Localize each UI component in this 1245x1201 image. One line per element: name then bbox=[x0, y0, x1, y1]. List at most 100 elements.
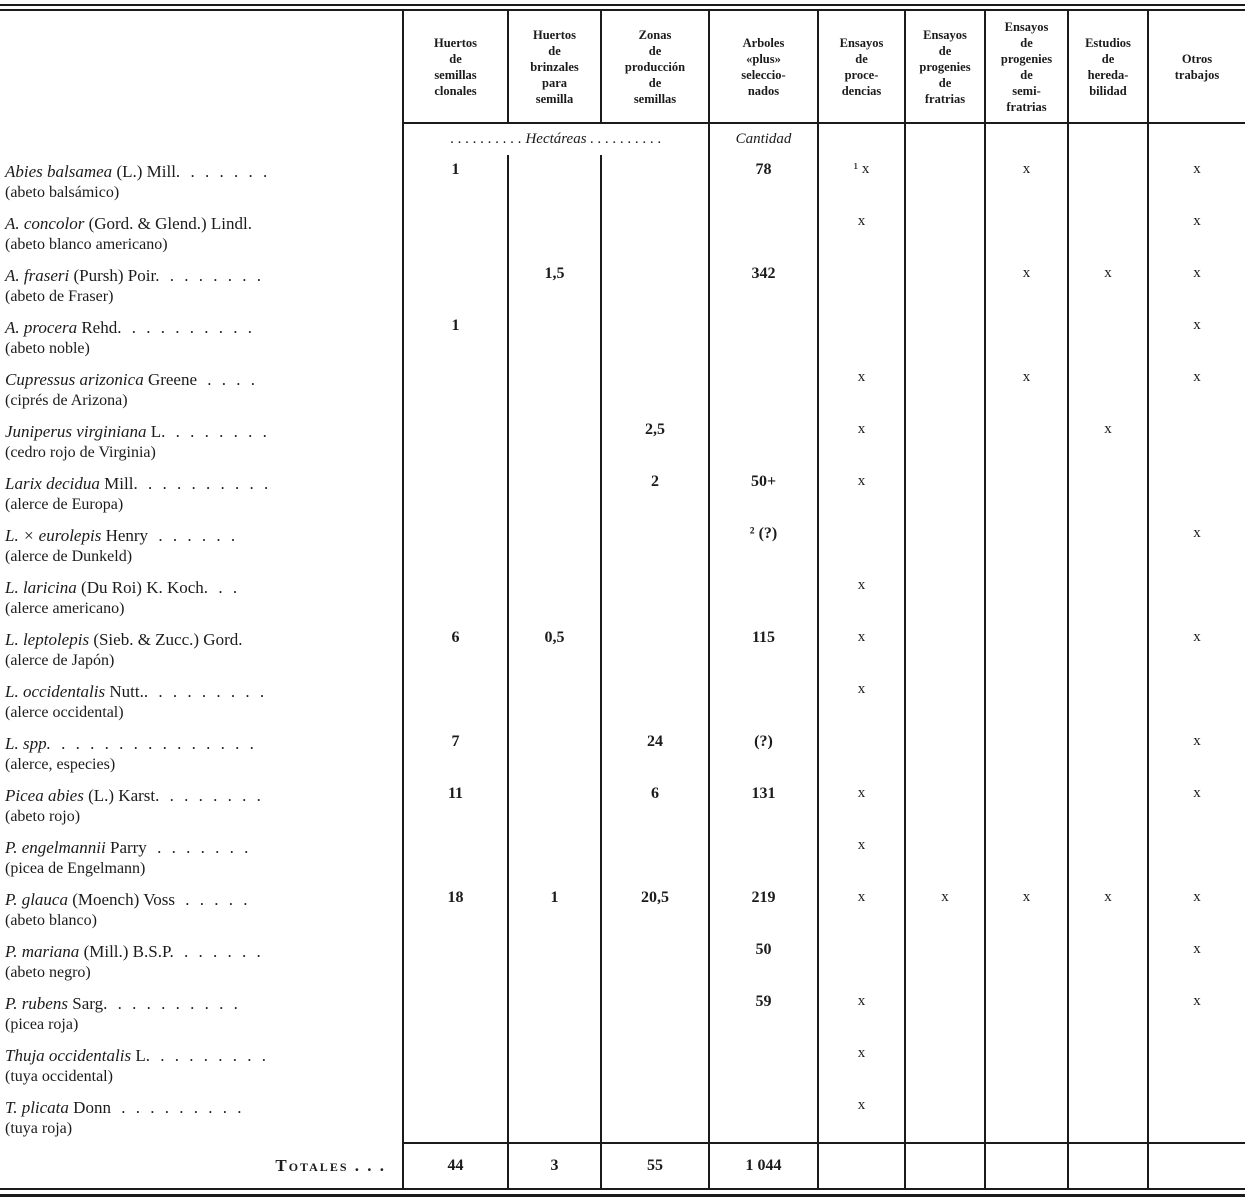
species-name-cell: L. laricina (Du Roi) K. Koch. . . (alerce… bbox=[0, 571, 403, 623]
units-empty-cell bbox=[1147, 123, 1245, 155]
cell-ensayos-progenies-fratrias bbox=[904, 1091, 985, 1143]
cell-estudios-heredabilidad bbox=[1067, 727, 1148, 779]
species-name-cell: P. engelmannii Parry . . . . . . . (picea… bbox=[0, 831, 403, 883]
cell-ensayos-procedencias: x bbox=[817, 415, 905, 467]
cell-huertos-semillas-clonales bbox=[402, 363, 508, 415]
cell-huertos-brinzales bbox=[507, 155, 601, 207]
cell-arboles-plus: 78 bbox=[708, 155, 818, 207]
cell-huertos-brinzales bbox=[507, 1039, 601, 1091]
cell-huertos-semillas-clonales bbox=[402, 467, 508, 519]
cell-otros-trabajos bbox=[1147, 415, 1245, 467]
dot-leader: . . . . . . . bbox=[159, 786, 261, 805]
species-name-cell: Juniperus virginiana L. . . . . . . . (ce… bbox=[0, 415, 403, 467]
species-common-name: (abeto balsámico) bbox=[5, 183, 120, 201]
dot-leader: . . . . . . . . bbox=[148, 682, 265, 701]
cell-zonas-produccion bbox=[600, 519, 709, 571]
species-common-name: (abeto blanco americano) bbox=[5, 235, 168, 253]
species-latin-name: P. mariana bbox=[5, 942, 80, 961]
cell-otros-trabajos: x bbox=[1147, 935, 1245, 987]
species-name-cell: A. concolor (Gord. & Glend.) Lindl. (abet… bbox=[0, 207, 403, 259]
cell-ensayos-progenies-semifratrias bbox=[984, 727, 1068, 779]
hectareas-units-label: . . . . . . . . . . Hectáreas . . . . . … bbox=[402, 123, 709, 155]
species-name-line: L. spp. . . . . . . . . . . . . . . bbox=[5, 733, 402, 755]
cell-ensayos-procedencias: x bbox=[817, 623, 905, 675]
cell-zonas-produccion bbox=[600, 1091, 709, 1143]
species-row: Cupressus arizonica Greene . . . . (cipré… bbox=[0, 363, 1245, 415]
species-author: Nutt.. bbox=[105, 682, 149, 701]
species-name-cell: Cupressus arizonica Greene . . . . (cipré… bbox=[0, 363, 403, 415]
cell-ensayos-procedencias bbox=[817, 311, 905, 363]
dot-leader: . . bbox=[208, 578, 238, 597]
species-name-line: P. mariana (Mill.) B.S.P. . . . . . . bbox=[5, 941, 402, 963]
cell-ensayos-progenies-fratrias bbox=[904, 675, 985, 727]
cell-ensayos-progenies-fratrias bbox=[904, 363, 985, 415]
cell-estudios-heredabilidad: x bbox=[1067, 883, 1148, 935]
species-common-name: (picea de Engelmann) bbox=[5, 859, 146, 877]
species-latin-name: A. concolor bbox=[5, 214, 85, 233]
cell-zonas-produccion bbox=[600, 675, 709, 727]
species-row: A. procera Rehd. . . . . . . . . . (abeto… bbox=[0, 311, 1245, 363]
cell-otros-trabajos bbox=[1147, 1039, 1245, 1091]
cell-huertos-brinzales bbox=[507, 415, 601, 467]
species-author: (Du Roi) K. Koch. bbox=[76, 578, 209, 597]
cell-otros-trabajos bbox=[1147, 831, 1245, 883]
cell-estudios-heredabilidad bbox=[1067, 571, 1148, 623]
species-name-line: A. fraseri (Pursh) Poir. . . . . . . . bbox=[5, 265, 402, 287]
header-ensayos-procedencias: Ensayos de proce- dencias bbox=[817, 11, 905, 124]
species-name-line: Cupressus arizonica Greene . . . . bbox=[5, 369, 402, 391]
species-author: (Sieb. & Zucc.) Gord. bbox=[89, 630, 243, 649]
cell-huertos-brinzales bbox=[507, 571, 601, 623]
cell-ensayos-progenies-fratrias bbox=[904, 623, 985, 675]
cell-arboles-plus: (?) bbox=[708, 727, 818, 779]
cell-otros-trabajos: x bbox=[1147, 207, 1245, 259]
cell-huertos-semillas-clonales bbox=[402, 935, 508, 987]
dot-leader: . . . . . . . bbox=[146, 838, 249, 857]
cell-ensayos-progenies-semifratrias bbox=[984, 935, 1068, 987]
cell-ensayos-procedencias: x bbox=[817, 675, 905, 727]
cell-ensayos-progenies-semifratrias bbox=[984, 1091, 1068, 1143]
cell-otros-trabajos bbox=[1147, 1091, 1245, 1143]
dot-leader: . . . . . . . . . . . . . . bbox=[50, 734, 254, 753]
species-name-line: L. occidentalis Nutt.. . . . . . . . . bbox=[5, 681, 402, 703]
dot-leader: . . . . . . . bbox=[165, 422, 267, 441]
cell-arboles-plus: 219 bbox=[708, 883, 818, 935]
cell-ensayos-progenies-semifratrias: x bbox=[984, 883, 1068, 935]
species-common-name: (abeto rojo) bbox=[5, 807, 81, 825]
species-row: L. leptolepis (Sieb. & Zucc.) Gord. (aler… bbox=[0, 623, 1245, 675]
cell-ensayos-procedencias: x bbox=[817, 1091, 905, 1143]
cell-arboles-plus bbox=[708, 363, 818, 415]
cell-ensayos-progenies-semifratrias bbox=[984, 467, 1068, 519]
species-name-cell: L. × eurolepis Henry . . . . . . (alerce … bbox=[0, 519, 403, 571]
header-arboles-plus: Arboles «plus» seleccio- nados bbox=[708, 11, 818, 124]
cell-ensayos-progenies-fratrias: x bbox=[904, 883, 985, 935]
cell-ensayos-progenies-semifratrias bbox=[984, 987, 1068, 1039]
species-name-cell: A. procera Rehd. . . . . . . . . . (abeto… bbox=[0, 311, 403, 363]
species-name-cell: Abies balsamea (L.) Mill. . . . . . . (ab… bbox=[0, 155, 403, 207]
total-zonas-produccion: 55 bbox=[600, 1142, 709, 1190]
cell-ensayos-procedencias: x bbox=[817, 363, 905, 415]
cell-ensayos-procedencias: x bbox=[817, 571, 905, 623]
cell-huertos-semillas-clonales: 11 bbox=[402, 779, 508, 831]
species-common-name: (abeto noble) bbox=[5, 339, 90, 357]
cell-ensayos-progenies-fratrias bbox=[904, 1039, 985, 1091]
species-row: P. glauca (Moench) Voss . . . . . (abeto … bbox=[0, 883, 1245, 935]
species-name-line: L. leptolepis (Sieb. & Zucc.) Gord. bbox=[5, 629, 402, 651]
species-row: L. × eurolepis Henry . . . . . . (alerce … bbox=[0, 519, 1245, 571]
cell-ensayos-progenies-semifratrias bbox=[984, 623, 1068, 675]
cell-huertos-brinzales bbox=[507, 519, 601, 571]
dot-leader: . . . . . . . bbox=[159, 266, 261, 285]
cell-ensayos-progenies-fratrias bbox=[904, 727, 985, 779]
cell-ensayos-procedencias: x bbox=[817, 1039, 905, 1091]
cell-huertos-brinzales bbox=[507, 779, 601, 831]
units-empty-cell bbox=[984, 123, 1068, 155]
cell-ensayos-procedencias: x bbox=[817, 207, 905, 259]
species-latin-name: L. spp. bbox=[5, 734, 51, 753]
cell-estudios-heredabilidad: x bbox=[1067, 259, 1148, 311]
cell-ensayos-progenies-fratrias bbox=[904, 935, 985, 987]
species-row: A. concolor (Gord. & Glend.) Lindl. (abet… bbox=[0, 207, 1245, 259]
species-latin-name: A. procera bbox=[5, 318, 78, 337]
cell-ensayos-procedencias: x bbox=[817, 779, 905, 831]
dot-leader: . . . . . . bbox=[180, 162, 268, 181]
species-name-cell: L. spp. . . . . . . . . . . . . . . (aler… bbox=[0, 727, 403, 779]
